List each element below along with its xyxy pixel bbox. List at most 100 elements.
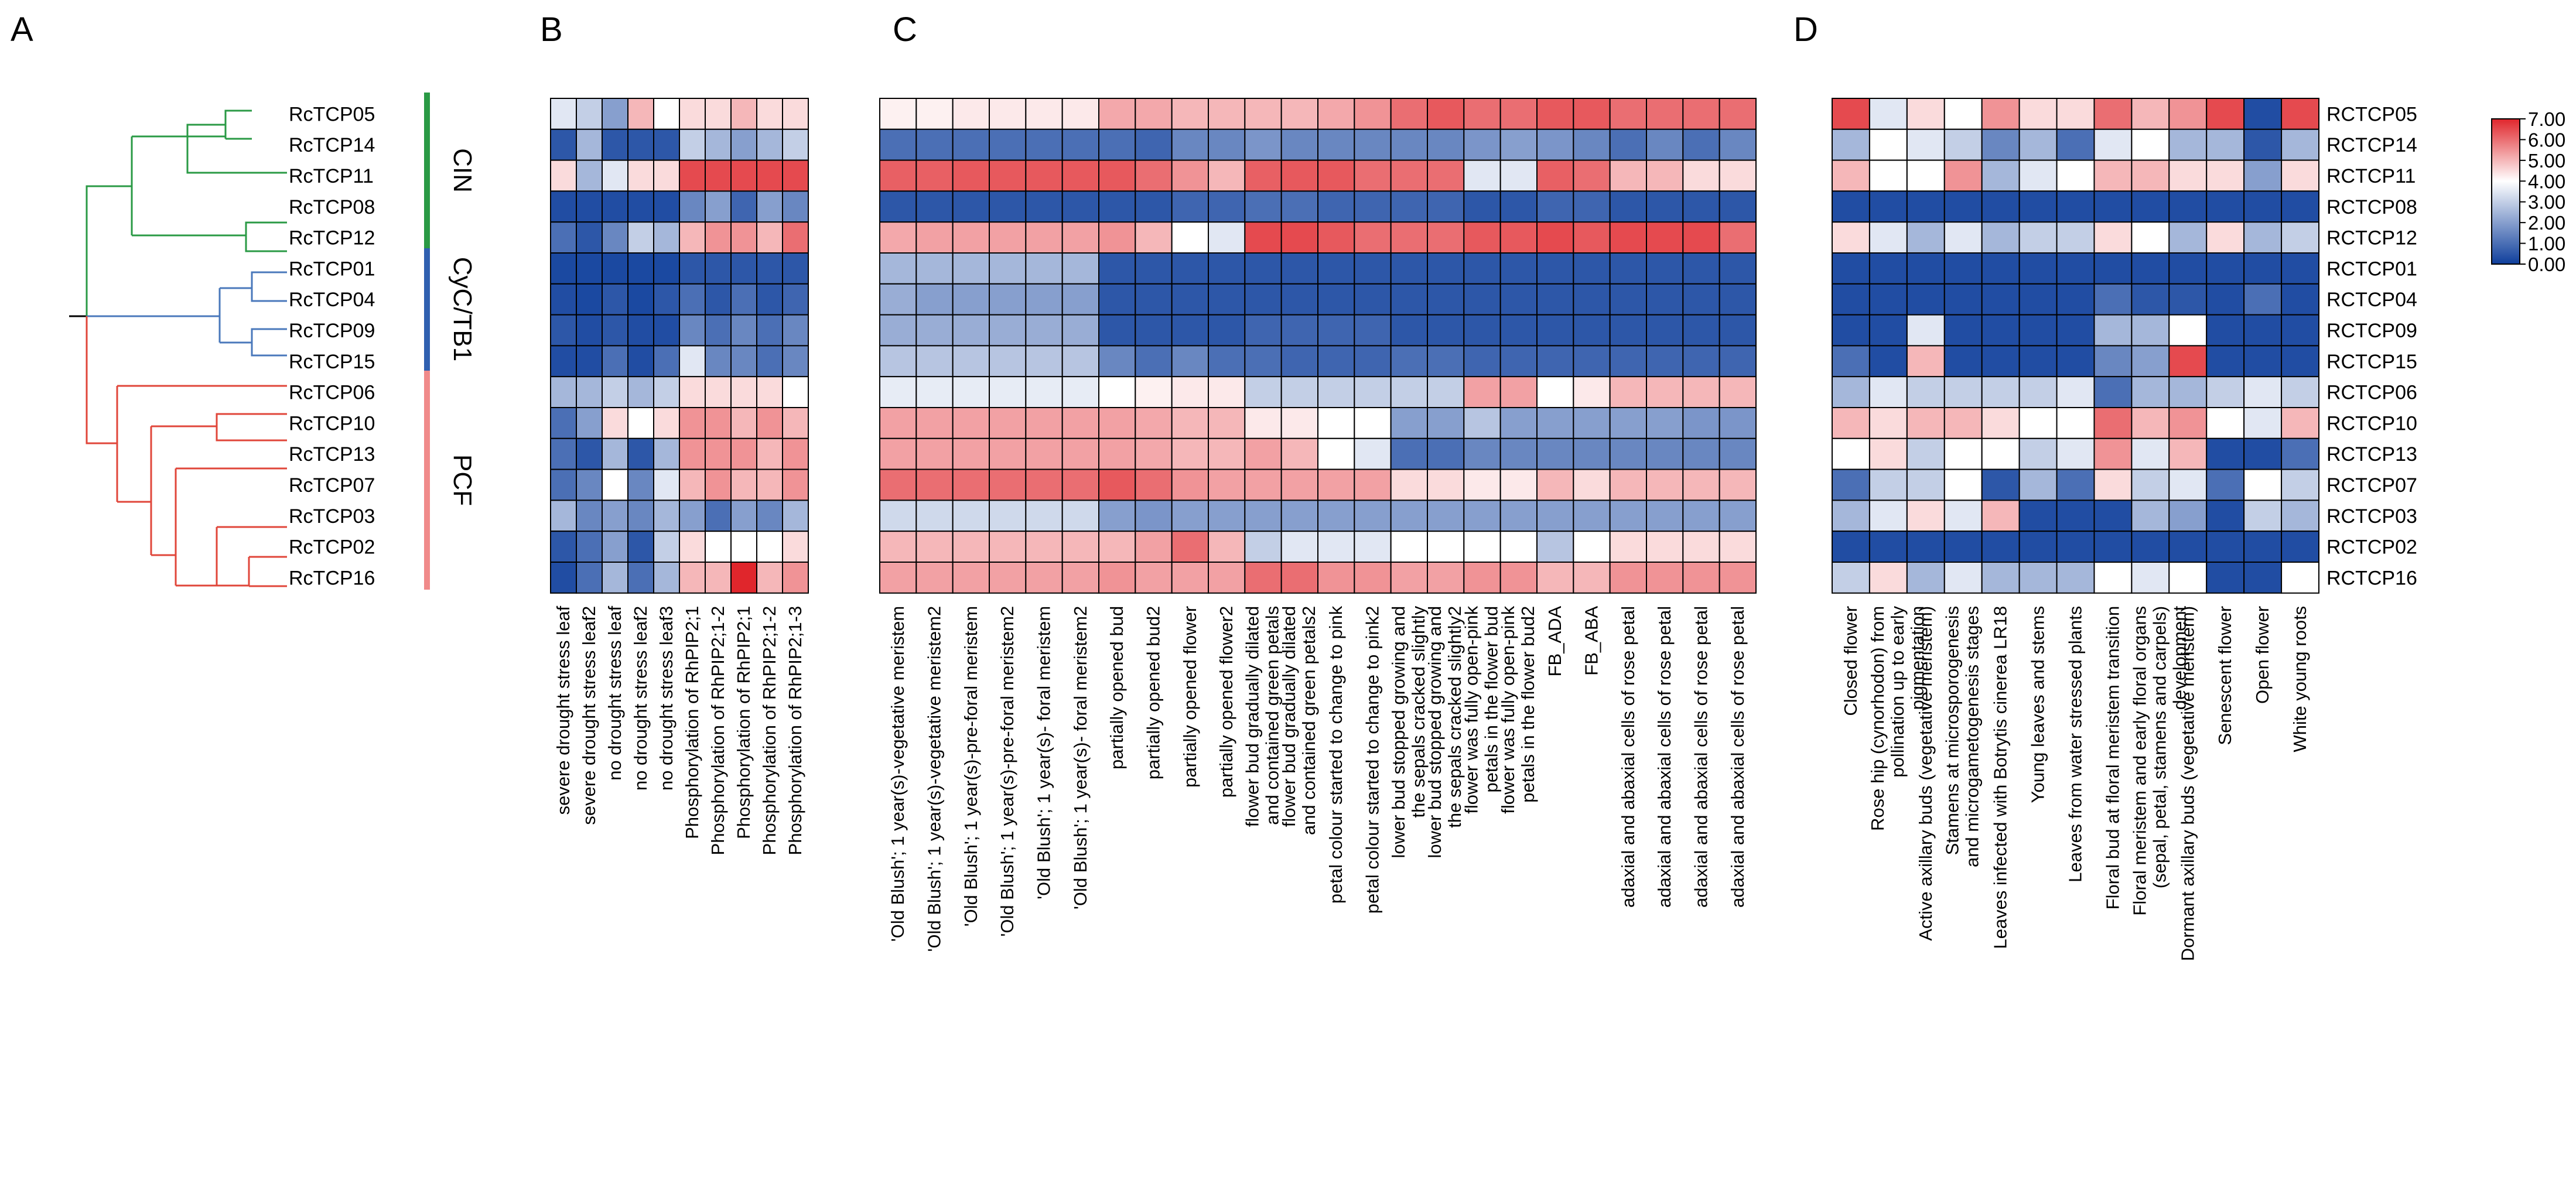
heatmap-cell	[1135, 468, 1173, 501]
heatmap-cell	[2168, 437, 2208, 470]
heatmap-cell	[576, 190, 603, 223]
column-label: severe drought stress leaf	[553, 605, 573, 815]
heatmap-cell	[915, 562, 954, 594]
heatmap-cell	[1135, 190, 1173, 223]
heatmap-cell	[602, 468, 628, 501]
heatmap-cell	[2056, 128, 2095, 161]
heatmap-cell	[1573, 98, 1611, 130]
column-label: flower bud gradually dilatedand containe…	[1242, 606, 1283, 827]
heatmap-cell	[1868, 314, 1908, 347]
heatmap-cell	[2281, 437, 2320, 470]
heatmap-cell	[1098, 468, 1136, 501]
heatmap-cell	[2281, 252, 2320, 285]
heatmap-cell	[1208, 345, 1246, 378]
heatmap-cell	[602, 314, 628, 347]
heatmap-c: 'Old Blush'; 1 year(s)-vegetative merist…	[879, 98, 1757, 952]
heatmap-cell	[602, 128, 628, 161]
heatmap-cell	[1682, 531, 1720, 563]
heatmap-cell	[1098, 159, 1136, 192]
row-label: RCTCP14	[2326, 134, 2417, 156]
heatmap-cell	[1719, 468, 1757, 501]
heatmap-cell	[1832, 252, 1870, 285]
heatmap-cell	[2168, 531, 2208, 563]
heatmap-cell	[989, 562, 1027, 594]
heatmap-cell	[1135, 562, 1173, 594]
heatmap-cell	[1981, 407, 2020, 439]
heatmap-cell	[782, 98, 809, 130]
heatmap-cell	[1317, 221, 1355, 254]
legend-tick-label: 7.00	[2528, 108, 2565, 130]
heatmap-cell	[1244, 562, 1282, 594]
phylogenetic-tree: RcTCP05 RcTCP14 RcTCP11 RcTCP08 RcTCP12 RcTCP…	[69, 93, 477, 590]
heatmap-cell	[952, 531, 990, 563]
heatmap-cell	[2056, 345, 2095, 378]
heatmap-cell	[653, 499, 680, 532]
heatmap-cell	[1536, 314, 1574, 347]
panel-label-d: D	[1793, 11, 1818, 49]
heatmap-cell	[1609, 314, 1647, 347]
heatmap-cell	[1868, 221, 1908, 254]
column-label: Young leaves and stems	[2028, 606, 2048, 803]
heatmap-cell	[1098, 190, 1136, 223]
heatmap-cell	[1943, 190, 1983, 223]
heatmap-cell	[730, 221, 757, 254]
heatmap-cell	[756, 190, 783, 223]
heatmap-cell	[653, 314, 680, 347]
heatmap-cell	[1354, 468, 1392, 501]
heatmap-cell	[2018, 283, 2058, 316]
heatmap-d: RCTCP05 RCTCP14 RCTCP11 RCTCP08 RCTCP12 RCTCP…	[1832, 98, 2417, 961]
heatmap-cell	[1135, 221, 1173, 254]
heatmap-cell	[1499, 499, 1538, 532]
heatmap-cell	[2018, 437, 2058, 470]
heatmap-cell	[1171, 221, 1210, 254]
heatmap-cell	[2206, 190, 2245, 223]
heatmap-cell	[1536, 499, 1574, 532]
heatmap-cell	[756, 468, 783, 501]
heatmap-cell	[550, 499, 577, 532]
heatmap-cell	[1463, 159, 1501, 192]
heatmap-cell	[2131, 531, 2170, 563]
heatmap-cell	[1906, 221, 1945, 254]
heatmap-cell	[602, 159, 628, 192]
heatmap-cell	[1499, 98, 1538, 130]
heatmap-cell	[1536, 98, 1574, 130]
heatmap-cell	[1499, 437, 1538, 470]
heatmap-cell	[679, 221, 706, 254]
tree-leaf-label: RcTCP11	[289, 165, 374, 187]
heatmap-cell	[2206, 128, 2245, 161]
row-label: RCTCP07	[2326, 474, 2417, 497]
heatmap-cell	[756, 159, 783, 192]
heatmap-cell	[2093, 190, 2133, 223]
heatmap-cell	[782, 531, 809, 563]
cyc-branches	[87, 271, 287, 357]
heatmap-cell	[2093, 128, 2133, 161]
heatmap-cell	[1025, 345, 1063, 378]
heatmap-cell	[2056, 468, 2095, 501]
heatmap-cell	[730, 283, 757, 316]
heatmap-cell	[1098, 221, 1136, 254]
tree-leaf-label: RcTCP16	[289, 567, 375, 589]
heatmap-cell	[1390, 345, 1428, 378]
heatmap-cell	[1646, 128, 1684, 161]
heatmap-cell	[989, 376, 1027, 409]
tree-leaf-label: RcTCP09	[289, 320, 375, 342]
column-label: no drought stress leaf3	[656, 606, 677, 791]
heatmap-cell	[1646, 283, 1684, 316]
column-label: flower bud gradually dilatedand containe…	[1279, 606, 1319, 835]
heatmap-cell	[550, 98, 577, 130]
heatmap-cell	[1171, 407, 1210, 439]
heatmap-cell	[2093, 98, 2133, 130]
heatmap-cell	[653, 531, 680, 563]
heatmap-cell	[602, 221, 628, 254]
heatmap-cell	[782, 499, 809, 532]
heatmap-cell	[1943, 468, 1983, 501]
heatmap-cell	[1280, 252, 1318, 285]
column-label: flower was fully open-pinkpetals in the …	[1461, 605, 1502, 813]
heatmap-cell	[1463, 98, 1501, 130]
heatmap-cell	[1536, 531, 1574, 563]
heatmap-cell	[1573, 407, 1611, 439]
heatmap-cell	[782, 407, 809, 439]
heatmap-cell	[2168, 190, 2208, 223]
heatmap-cell	[2093, 376, 2133, 409]
heatmap-cell	[1061, 376, 1100, 409]
